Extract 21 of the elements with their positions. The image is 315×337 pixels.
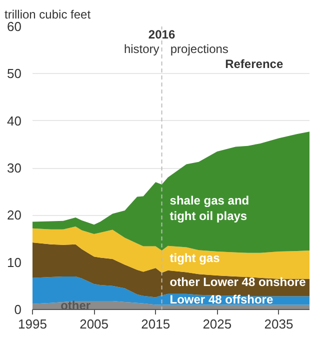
series-label: Lower 48 offshore <box>170 292 274 306</box>
series-label: shale gas and tight oil plays <box>170 194 250 223</box>
series-label: other Lower 48 onshore <box>170 275 306 290</box>
y-tick-label: 30 <box>7 160 22 176</box>
annotation: projections <box>170 42 228 56</box>
y-tick-label: 40 <box>7 113 22 128</box>
y-tick-label: 0 <box>14 302 22 317</box>
y-axis-title: trillion cubic feet <box>4 8 92 22</box>
y-tick-label: 60 <box>7 19 22 34</box>
annotation: history <box>124 42 160 56</box>
x-tick-label: 1995 <box>18 316 47 332</box>
series-label: tight gas <box>170 251 220 266</box>
y-tick-label: 20 <box>7 208 22 223</box>
x-tick-label: 2005 <box>80 316 109 332</box>
annotation: Reference <box>225 57 284 72</box>
x-tick-label: 2015 <box>141 316 170 332</box>
y-tick-label: 10 <box>7 254 22 270</box>
y-tick-label: 50 <box>7 66 22 82</box>
x-tick-label: 2035 <box>264 316 294 332</box>
x-tick-label: 2025 <box>202 316 232 332</box>
ref-line-label: 2016 <box>148 28 176 42</box>
